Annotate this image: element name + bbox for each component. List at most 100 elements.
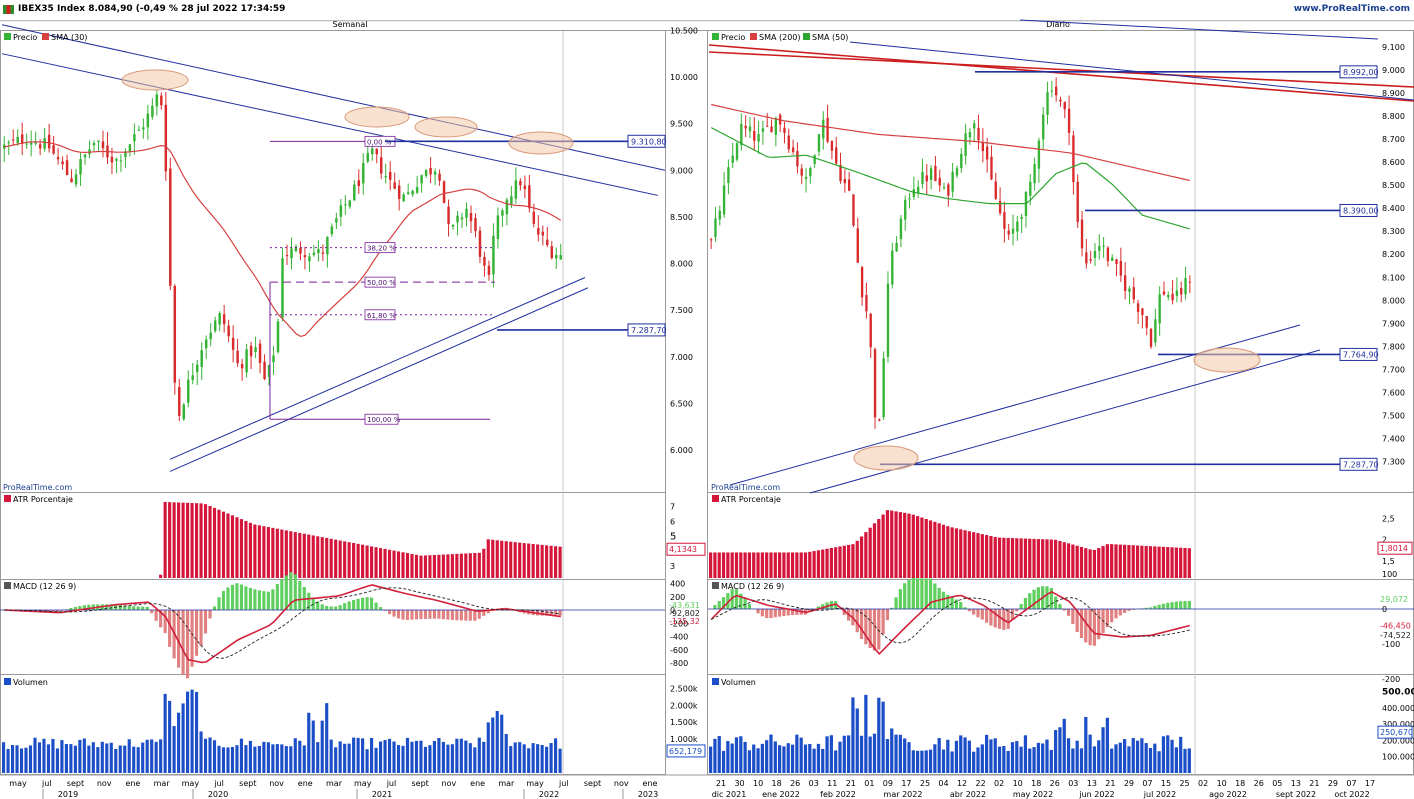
macd-hist-bar [437,610,441,619]
left-legend: Precio SMA (30) [4,33,87,42]
weekly-candle [510,196,513,204]
legend-swatch-precio-daily [712,33,719,40]
volume-bar-daily [941,749,946,773]
macd-hist-bar-daily [808,609,812,612]
atr-bar-daily [959,529,963,578]
volume-bar [257,745,261,773]
daily-candle [770,126,773,133]
weekly-candle [406,192,410,194]
volume-bar [378,741,383,773]
volume-bar [405,737,410,773]
left-x-month: nov [269,779,284,788]
atr-bar [325,537,329,578]
daily-candle [1184,278,1187,295]
macd-hist-bar [410,610,414,620]
macd-hist-bar-daily [1174,601,1178,609]
right-x-month: dic 2021 [712,790,747,799]
volume-bar [226,747,230,773]
macd-hist-bar-daily [859,609,864,640]
instrument-title: IBEX35 Index 8.084,90 (-0,49 % 28 jul 20… [18,4,286,14]
atr-bar-daily [1023,538,1028,578]
macd-hist-bar [441,610,445,620]
daily-candle [800,168,803,176]
macd-hist-bar [190,610,194,667]
volume-bar [186,691,190,773]
left-x-month: sept [412,779,429,788]
left-x-year: 2022 [539,790,559,799]
daily-candle [1050,90,1054,92]
weekly-candle [133,134,136,142]
volume-bar [177,712,181,773]
daily-candle [1115,259,1118,265]
daily-candle [796,151,799,167]
macd-hist-bar-daily [954,599,959,609]
brand-link[interactable]: www.ProRealTime.com [1293,4,1410,14]
volume-bar-daily [946,739,950,773]
weekly-candle [227,325,230,337]
atr-bar-daily [1183,547,1187,578]
volume-bar [302,745,306,773]
daily-candle [891,250,894,285]
volume-bar-daily [933,744,937,773]
atr-bar [459,553,463,578]
left-x-month: mar [154,779,171,788]
right-vol-tick: 500.000 [1382,688,1414,698]
volume-bar [199,731,203,773]
daily-candle [955,168,959,176]
macd-hist-bar-daily [890,607,894,609]
weekly-candle [209,332,212,340]
right-x-day: 26 [790,779,800,788]
legend-label-precio-daily: Precio [721,33,745,42]
atr-bar [522,543,526,578]
daily-candle [1085,252,1088,264]
atr-swatch [4,495,11,502]
volume-bar [473,747,477,773]
volume-bar [298,740,302,773]
daily-candle [981,142,985,152]
right-x-month: feb 2022 [820,790,856,799]
weekly-candle [204,339,208,349]
volume-bar-daily [1062,718,1066,773]
right-x-day: 26 [1254,779,1264,788]
volume-bar [159,739,163,773]
atr-bar-daily [782,552,786,578]
volume-bar [163,693,167,773]
atr-bar-daily [1002,537,1006,578]
volume-bar [522,744,526,773]
volume-bar-daily [756,748,760,773]
right-x-day: 18 [1235,779,1245,788]
volume-bar-daily [778,745,782,773]
volume-bar-daily [1127,746,1131,773]
daily-candle [942,187,946,189]
legend-label-sma50: SMA (50) [812,33,848,42]
daily-candle [804,176,808,179]
macd-hist-bar [316,601,320,610]
weekly-candle [528,185,531,209]
macd-hist-bar [298,580,302,610]
daily-candle [1011,228,1015,234]
left-x-year: 2020 [208,790,228,799]
highlight-ellipse [414,116,478,138]
atr-bar-daily [881,514,885,578]
daily-candle [843,179,847,184]
weekly-candle [375,148,378,155]
macd-hist-bar-daily [933,583,937,609]
x-axes: may jul sept nov ene mar may jul sept nov ene mar ma… [0,774,1414,799]
atr-bar-daily [1079,546,1084,578]
highlight-ellipse [1193,347,1261,373]
right-x-day: 11 [827,779,837,788]
daily-candle [753,131,756,141]
weekly-candle [519,180,522,186]
volume-bar-daily [847,735,851,773]
macd-hist-bar [150,610,154,614]
volume-bar [2,742,6,773]
macd-hist-bar [414,610,419,620]
right-x-day: 17 [1365,779,1375,788]
atr-bar-daily [1058,540,1062,578]
atr-bar-daily [1135,545,1140,578]
macd-line-daily [710,590,1190,655]
daily-candle [1003,212,1006,229]
left-x-month: ene [298,779,313,788]
macd-hist-bar [168,610,172,647]
weekly-candle [240,364,244,369]
